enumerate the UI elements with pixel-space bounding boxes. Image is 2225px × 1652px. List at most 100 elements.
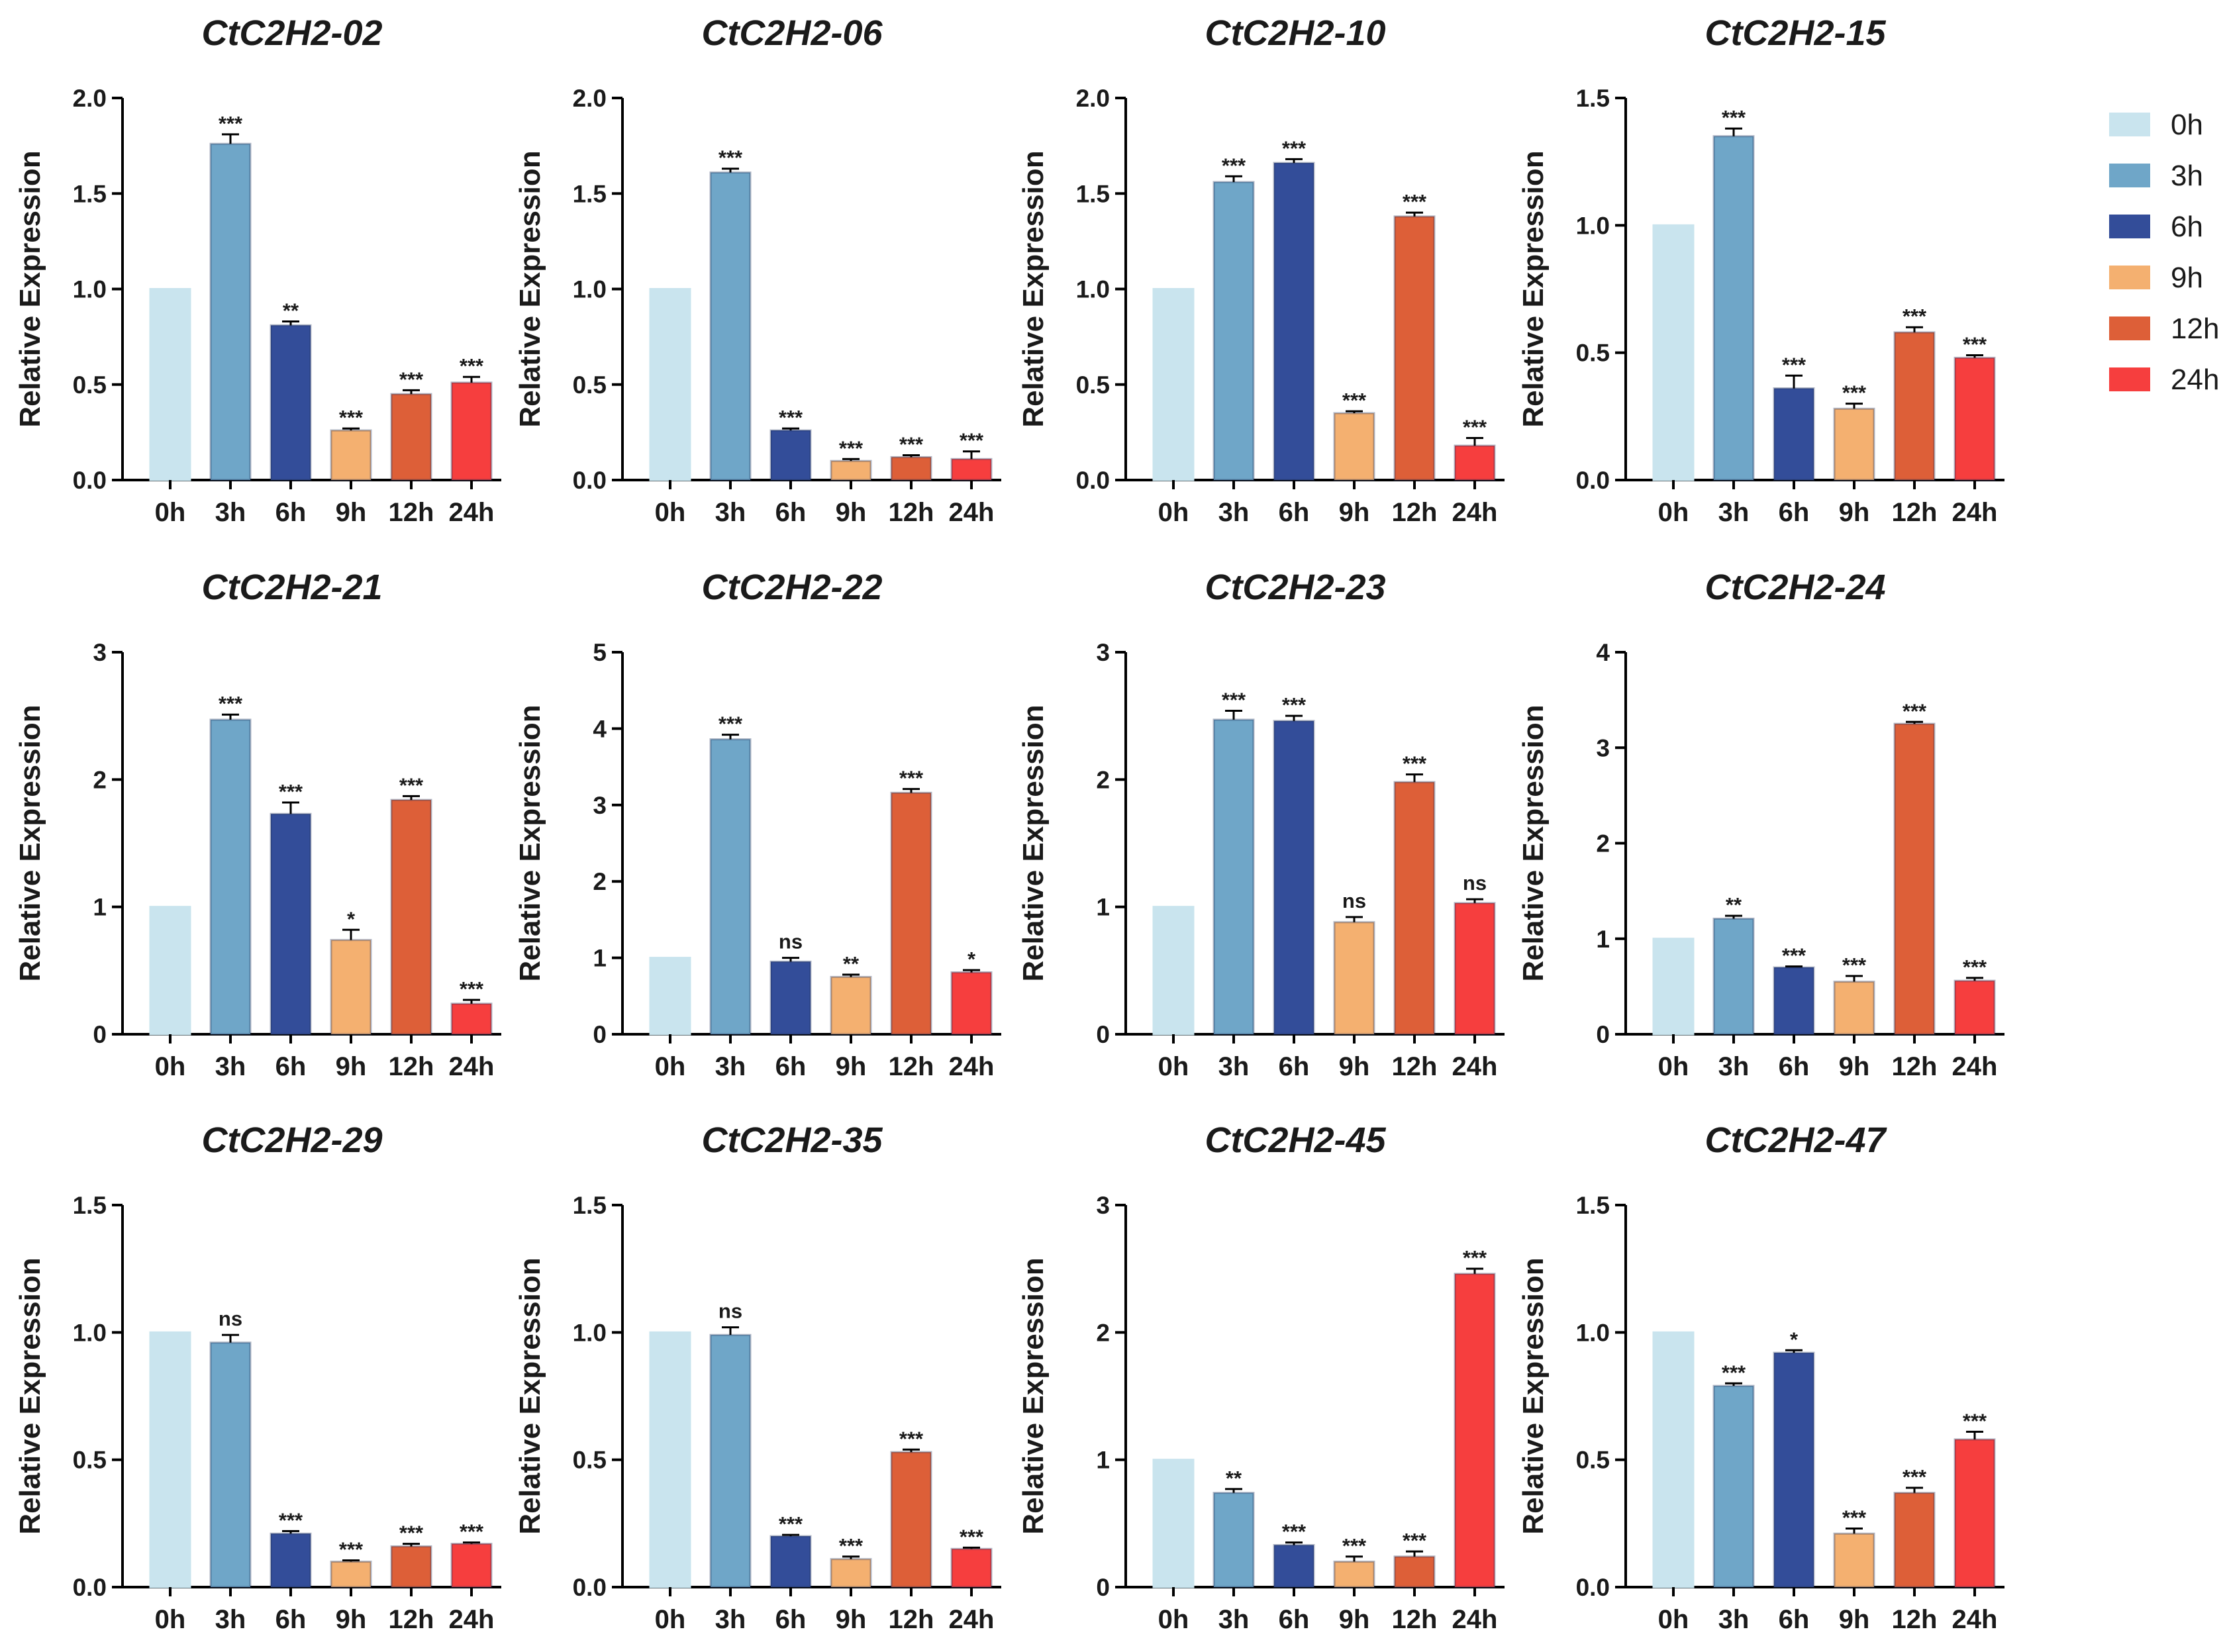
panel-title: CtC2H2-15 [1705, 13, 1886, 53]
significance-label: *** [899, 432, 924, 456]
panel-title: CtC2H2-10 [1205, 13, 1385, 53]
legend-swatch [2109, 164, 2150, 187]
bar-3h [209, 718, 252, 1036]
x-tick-label: 24h [449, 1052, 495, 1081]
y-tick-label: 4 [1596, 639, 1610, 666]
significance-label: *** [1903, 1465, 1927, 1488]
legend-label: 24h [2171, 364, 2219, 396]
x-tick-label: 6h [1279, 1052, 1310, 1081]
significance-label: *** [279, 780, 303, 803]
x-tick-label: 0h [655, 1052, 686, 1081]
error-bar [842, 1555, 860, 1559]
bar-0h [1652, 938, 1695, 1036]
y-tick-label: 1.0 [1576, 1319, 1610, 1346]
error-bar [1966, 1430, 1983, 1439]
significance-label: *** [899, 767, 924, 790]
panel-ctc2h2-02: CtC2H2-02 Relative Expression 0.0 0.5 1.0 1.5… [14, 13, 501, 527]
significance-label: *** [1842, 381, 1867, 405]
x-tick-label: 9h [336, 498, 367, 527]
error-bar [342, 427, 360, 430]
bar-12h [890, 791, 932, 1036]
y-axis-label: Relative Expression [514, 705, 546, 981]
y-tick-label: 3 [1096, 639, 1110, 666]
x-tick-label: 3h [1218, 1605, 1250, 1634]
y-tick-label: 0 [1096, 1574, 1110, 1601]
error-bar [403, 795, 420, 801]
panel-ctc2h2-47: CtC2H2-47 Relative Expression 0.0 0.5 1.0 1.5… [1517, 1120, 2004, 1634]
y-tick-label: 0 [93, 1021, 107, 1048]
error-bar [1906, 326, 1923, 332]
bar-0h [149, 1331, 191, 1588]
significance-label: *** [460, 354, 484, 377]
y-tick-label: 1 [593, 945, 607, 972]
y-tick-label: 3 [1096, 1192, 1110, 1219]
error-bar [222, 133, 239, 144]
y-tick-label: 3 [593, 792, 607, 819]
error-bar [722, 168, 739, 173]
error-bar [403, 389, 420, 395]
x-tick-label: 0h [1658, 498, 1689, 527]
error-bar [1966, 977, 1983, 981]
y-tick-label: 0 [1096, 1021, 1110, 1048]
significance-label: *** [1282, 136, 1307, 160]
panel-title: CtC2H2-47 [1705, 1120, 1887, 1160]
x-tick-label: 24h [1452, 1052, 1498, 1081]
bar-3h [1212, 181, 1255, 481]
y-tick-label: 2 [1096, 766, 1110, 793]
bar-0h [1152, 1459, 1195, 1588]
y-tick-label: 2.0 [73, 85, 107, 112]
significance-label: *** [219, 692, 243, 715]
error-bar [963, 969, 980, 973]
x-tick-label: 3h [215, 1605, 246, 1634]
significance-label: ns [1463, 871, 1487, 895]
legend-label: 0h [2171, 109, 2203, 141]
bar-6h [1273, 1544, 1315, 1588]
x-tick-label: 0h [155, 1052, 186, 1081]
significance-label: *** [399, 1522, 424, 1545]
significance-label: *** [1463, 416, 1487, 439]
legend-swatch [2109, 266, 2150, 289]
x-tick-label: 12h [1892, 1605, 1938, 1634]
significance-label: * [967, 947, 976, 971]
x-tick-label: 3h [1718, 498, 1750, 527]
x-tick-label: 9h [836, 498, 867, 527]
x-tick-label: 9h [1339, 1052, 1370, 1081]
x-tick-label: 12h [889, 1605, 934, 1634]
legend-label: 6h [2171, 211, 2203, 243]
significance-label: *** [460, 977, 484, 1000]
panel-title: CtC2H2-23 [1205, 567, 1385, 607]
significance-label: *** [1222, 688, 1246, 711]
x-tick-label: 9h [1839, 1605, 1870, 1634]
significance-label: ns [718, 1300, 742, 1323]
error-bar [1725, 914, 1742, 919]
error-bar [342, 1559, 360, 1562]
bar-3h [209, 142, 252, 481]
bar-6h [1773, 966, 1815, 1036]
bar-9h [1833, 407, 1875, 481]
x-tick-label: 12h [389, 1605, 434, 1634]
bar-9h [1333, 921, 1375, 1036]
y-tick-label: 1.0 [1076, 276, 1110, 303]
significance-label: *** [1342, 1534, 1367, 1557]
x-tick-label: 0h [655, 498, 686, 527]
error-bar [403, 1543, 420, 1547]
bar-3h [209, 1341, 252, 1588]
x-tick-label: 24h [1452, 1605, 1498, 1634]
x-tick-label: 6h [775, 1605, 807, 1634]
bar-6h [1273, 720, 1315, 1036]
y-tick-label: 2 [593, 868, 607, 895]
error-bar [1785, 374, 1803, 389]
x-tick-label: 24h [449, 498, 495, 527]
x-tick-label: 12h [1392, 498, 1438, 527]
error-bar [842, 458, 860, 462]
bar-24h [450, 1002, 493, 1036]
bar-0h [149, 288, 191, 481]
legend-item-12h: 12h [2109, 313, 2219, 345]
y-tick-label: 0.0 [1576, 1574, 1610, 1601]
x-tick-label: 9h [1339, 498, 1370, 527]
bar-0h [149, 906, 191, 1036]
significance-label: *** [960, 429, 984, 452]
error-bar [963, 1546, 980, 1549]
